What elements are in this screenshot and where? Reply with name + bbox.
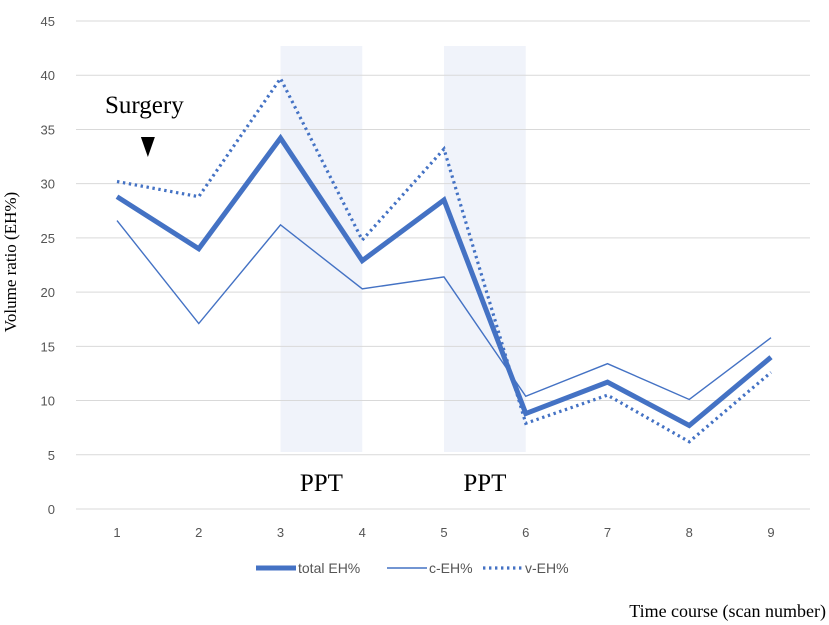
- x-axis-label: Time course (scan number): [629, 601, 826, 622]
- y-tick-20: 20: [41, 285, 55, 300]
- y-tick-35: 35: [41, 122, 55, 137]
- y-tick-15: 15: [41, 339, 55, 354]
- x-tick-9: 9: [767, 525, 774, 540]
- y-tick-30: 30: [41, 177, 55, 192]
- y-tick-10: 10: [41, 394, 55, 409]
- ppt-label-2: PPT: [463, 470, 506, 497]
- ppt-region-2: [444, 46, 526, 452]
- surgery-arrow-icon: [140, 137, 155, 157]
- y-tick-25: 25: [41, 231, 55, 246]
- x-tick-7: 7: [604, 525, 611, 540]
- gridlines: [76, 20, 810, 510]
- series-lines: [115, 75, 773, 444]
- x-tick-8: 8: [686, 525, 693, 540]
- y-axis-label: Volume ratio (EH%): [1, 192, 20, 332]
- legend-label-c-eh: c-EH%: [429, 560, 473, 576]
- series-line-v-eh: [116, 75, 773, 444]
- legend-label-total-eh: total EH%: [298, 560, 360, 576]
- y-tick-5: 5: [48, 448, 55, 463]
- series-line-c-eh: [116, 220, 772, 401]
- ppt-region-1: [280, 46, 363, 452]
- x-tick-3: 3: [277, 525, 284, 540]
- annotations: PPT PPT Surgery: [105, 92, 506, 497]
- x-tick-4: 4: [359, 525, 366, 540]
- ppt-label-1: PPT: [300, 470, 343, 497]
- y-tick-labels: 0 5 10 15 20 25 30 35 40 45: [41, 14, 55, 517]
- surgery-label: Surgery: [105, 92, 184, 119]
- series-line-total-eh: [115, 133, 773, 429]
- x-tick-6: 6: [522, 525, 529, 540]
- legend-label-v-eh: v-EH%: [525, 560, 569, 576]
- x-tick-labels: 1 2 3 4 5 6 7 8 9: [113, 525, 774, 540]
- legend: total EH% c-EH% v-EH%: [256, 560, 569, 576]
- y-tick-45: 45: [41, 14, 55, 29]
- y-tick-0: 0: [48, 502, 55, 517]
- ppt-shaded-regions: [280, 46, 526, 452]
- y-tick-40: 40: [41, 68, 55, 83]
- x-tick-1: 1: [113, 525, 120, 540]
- x-tick-5: 5: [440, 525, 447, 540]
- x-tick-2: 2: [195, 525, 202, 540]
